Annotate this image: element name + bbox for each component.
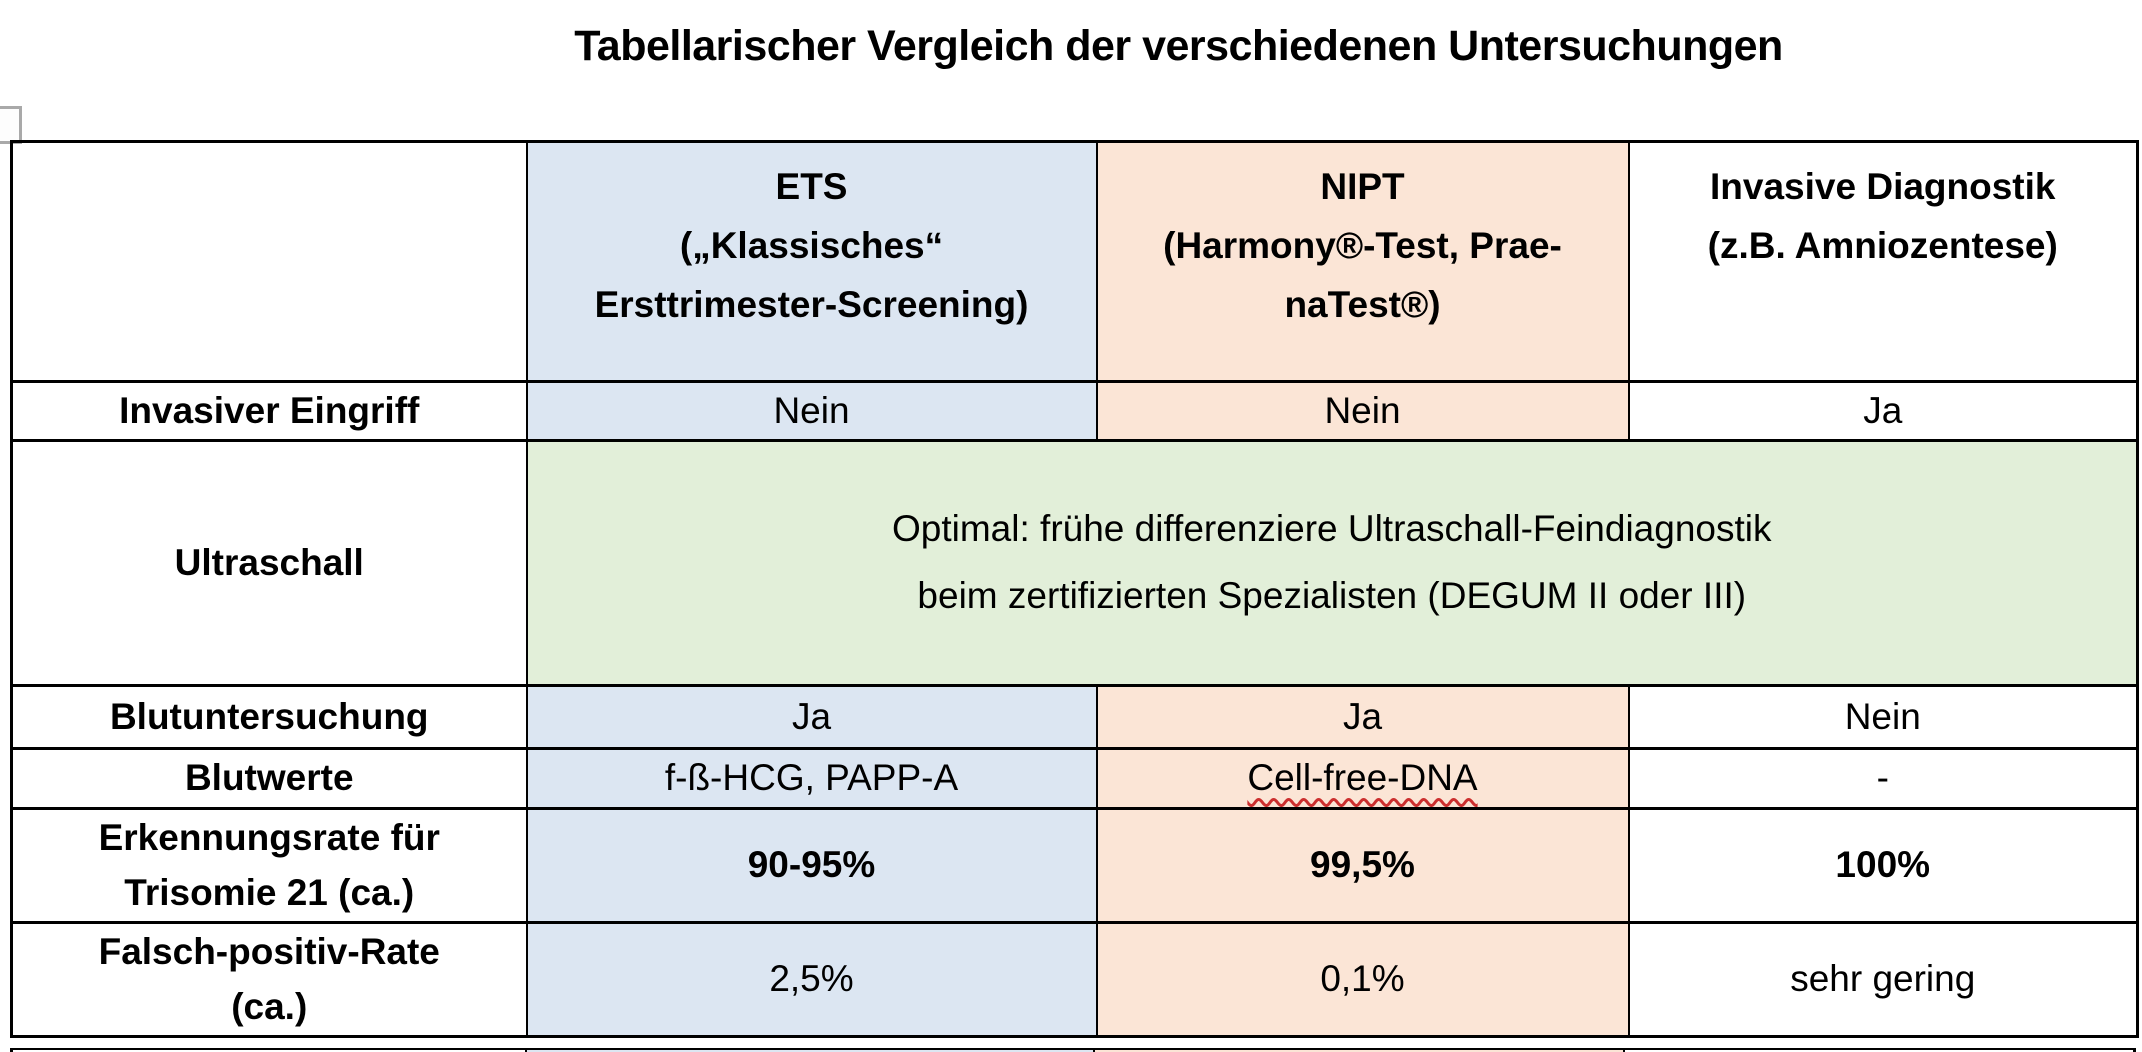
header-cell-ets: ETS („Klassisches“ Ersttrimester-Screeni…: [525, 140, 1098, 383]
clipped-cell-label: [13, 1050, 527, 1052]
header-cell-empty: [10, 140, 528, 383]
cell-blutuntersuchung-ets: Ja: [525, 683, 1098, 750]
cell-invasiver-eingriff-invasive: Ja: [1627, 380, 2139, 442]
cell-erkennungsrate-invasive: 100%: [1627, 806, 2139, 924]
row-blutwerte: Blutwerte f-ß-HCG, PAPP-A Cell-free-DNA …: [10, 746, 2139, 810]
row-ultraschall: Ultraschall Optimal: frühe differenziere…: [10, 438, 2139, 687]
row-label-blutuntersuchung: Blutuntersuchung: [10, 683, 528, 750]
next-row-clipped: [10, 1048, 2136, 1052]
clipped-cell-nipt: [1094, 1050, 1626, 1052]
cell-blutuntersuchung-nipt: Ja: [1095, 683, 1630, 750]
table-handle-fragment: [0, 106, 22, 144]
clipped-cell-invasive: [1625, 1050, 2133, 1052]
row-label-ultraschall: Ultraschall: [10, 438, 528, 687]
cell-blutwerte-nipt: Cell-free-DNA: [1095, 746, 1630, 810]
row-label-blutwerte: Blutwerte: [10, 746, 528, 810]
clipped-cell-ets: [526, 1050, 1095, 1052]
header-cell-invasive: Invasive Diagnostik (z.B. Amniozentese): [1627, 140, 2139, 383]
row-erkennungsrate: Erkennungsrate für Trisomie 21 (ca.) 90-…: [10, 806, 2139, 924]
cell-erkennungsrate-nipt: 99,5%: [1095, 806, 1630, 924]
cell-blutwerte-ets: f-ß-HCG, PAPP-A: [525, 746, 1098, 810]
cell-ultraschall-merged: Optimal: frühe differenziere Ultraschall…: [525, 438, 2139, 687]
cell-falsch-positiv-nipt: 0,1%: [1095, 920, 1630, 1038]
cell-blutuntersuchung-invasive: Nein: [1627, 683, 2139, 750]
row-label-falsch-positiv: Falsch-positiv-Rate (ca.): [10, 920, 528, 1038]
cell-erkennungsrate-ets: 90-95%: [525, 806, 1098, 924]
page-title: Tabellarischer Vergleich der verschieden…: [574, 22, 1783, 70]
row-label-erkennungsrate: Erkennungsrate für Trisomie 21 (ca.): [10, 806, 528, 924]
row-label-invasiver-eingriff: Invasiver Eingriff: [10, 380, 528, 442]
row-blutuntersuchung: Blutuntersuchung Ja Ja Nein: [10, 683, 2139, 750]
spellcheck-underlined-text: Cell-free-DNA: [1247, 757, 1478, 798]
cell-invasiver-eingriff-nipt: Nein: [1095, 380, 1630, 442]
comparison-table: ETS („Klassisches“ Ersttrimester-Screeni…: [10, 140, 2139, 1038]
row-falsch-positiv: Falsch-positiv-Rate (ca.) 2,5% 0,1% sehr…: [10, 920, 2139, 1038]
row-invasiver-eingriff: Invasiver Eingriff Nein Nein Ja: [10, 380, 2139, 442]
cell-invasiver-eingriff-ets: Nein: [525, 380, 1098, 442]
header-cell-nipt: NIPT (Harmony®-Test, Prae- naTest®): [1095, 140, 1630, 383]
cell-falsch-positiv-invasive: sehr gering: [1627, 920, 2139, 1038]
header-row: ETS („Klassisches“ Ersttrimester-Screeni…: [10, 140, 2139, 383]
cell-blutwerte-invasive: -: [1627, 746, 2139, 810]
cell-falsch-positiv-ets: 2,5%: [525, 920, 1098, 1038]
